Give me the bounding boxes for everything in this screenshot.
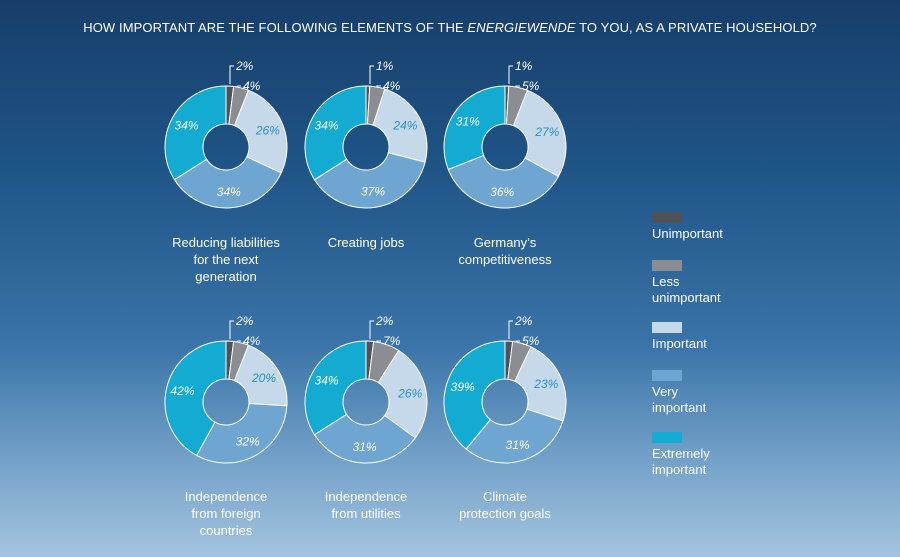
legend-swatch (652, 370, 682, 381)
leader-line (369, 320, 374, 340)
donut-slice (164, 340, 227, 457)
chart-label: Creating jobs (327, 235, 405, 250)
title-emphasis: ENERGIEWENDE (467, 20, 576, 35)
legend-swatch (652, 212, 682, 223)
legend-label: Less unimportant (652, 274, 721, 305)
legend-label: Extremely important (652, 446, 710, 477)
data-label: 5% (522, 79, 540, 93)
donut-chart: 1% 5% 27% 36% 31% (443, 59, 567, 209)
data-label: 5% (522, 334, 540, 348)
data-label: 27% (534, 125, 559, 139)
legend-swatch (652, 322, 682, 333)
data-label: 20% (251, 371, 276, 385)
leader-line (376, 340, 381, 343)
donut-slice (512, 89, 567, 178)
data-label: 2% (235, 314, 254, 328)
data-label: 1% (515, 59, 533, 73)
leader-line (229, 320, 234, 340)
data-label: 37% (361, 184, 385, 198)
data-label: 34% (315, 373, 339, 387)
donut-chart: 2% 7% 26% 31% 34% (304, 314, 428, 464)
data-label: 4% (243, 334, 261, 348)
donut-slice (465, 408, 564, 464)
legend-label: Unimportant (652, 226, 723, 241)
data-label: 2% (375, 314, 394, 328)
data-label: 2% (235, 59, 254, 73)
data-label: 36% (490, 185, 514, 199)
donut-chart: 2% 5% 23% 31% 39% (443, 314, 567, 464)
title-part-2: TO YOU, AS A PRIVATE HOUSEHOLD? (575, 20, 817, 35)
legend-label: Important (652, 336, 707, 351)
data-label: 34% (175, 118, 199, 132)
donut-slice (377, 349, 428, 439)
leader-line (229, 65, 234, 85)
data-label: 32% (236, 434, 260, 448)
leader-line (515, 85, 520, 87)
data-label: 26% (255, 123, 280, 137)
donut-slice (173, 156, 282, 209)
data-label: 1% (376, 59, 394, 73)
data-label: 31% (353, 440, 377, 454)
data-label: 34% (315, 118, 339, 132)
donut-slice (514, 346, 567, 422)
chart-label: Independence from utilities (324, 489, 408, 521)
donut-slice (313, 152, 426, 209)
data-label: 31% (506, 438, 530, 452)
data-label: 7% (383, 334, 401, 348)
donut-slice (372, 88, 428, 163)
donut-slice (304, 85, 367, 181)
data-label: 42% (170, 384, 194, 398)
data-label: 39% (451, 380, 475, 394)
data-label: 23% (533, 377, 558, 391)
data-label: 34% (217, 185, 241, 199)
data-label: 24% (392, 118, 417, 132)
title-part-1: HOW IMPORTANT ARE THE FOLLOWING ELEMENTS… (83, 20, 468, 35)
data-label: 4% (243, 79, 261, 93)
legend-label: Very important (652, 384, 707, 415)
chart-label: Independence from foreign countries (184, 489, 268, 538)
donut-slice (447, 154, 560, 209)
donut-slice (195, 402, 288, 464)
legend-swatch (652, 432, 682, 443)
legend-swatch (652, 260, 682, 271)
data-label: 2% (514, 314, 533, 328)
data-label: 26% (397, 387, 422, 401)
leader-line (508, 65, 513, 85)
donut-slice (443, 340, 506, 450)
donut-slice (313, 413, 417, 464)
donut-slice (443, 85, 506, 171)
donut-slice (304, 340, 367, 436)
donut-chart: 2% 4% 26% 34% 34% (164, 59, 288, 209)
leader-line (376, 85, 381, 87)
donut-slice (164, 85, 227, 181)
donut-chart: 2% 4% 20% 32% 42% (164, 314, 288, 464)
chart-label: Reducing liabilities for the next generati… (172, 235, 280, 284)
leader-line (369, 65, 374, 85)
legend: Unimportant Less unimportant Important Very i… (652, 0, 892, 557)
donut-chart: 1%4%24%37%34% (304, 59, 428, 209)
chart-label: Germany’s competitiveness (458, 235, 552, 267)
donut-slice (233, 89, 288, 174)
chart-title: HOW IMPORTANT ARE THE FOLLOWING ELEMENTS… (0, 20, 900, 35)
data-label: 31% (456, 115, 480, 129)
leader-line (508, 320, 513, 340)
chart-label: Climate protection goals (459, 489, 551, 521)
